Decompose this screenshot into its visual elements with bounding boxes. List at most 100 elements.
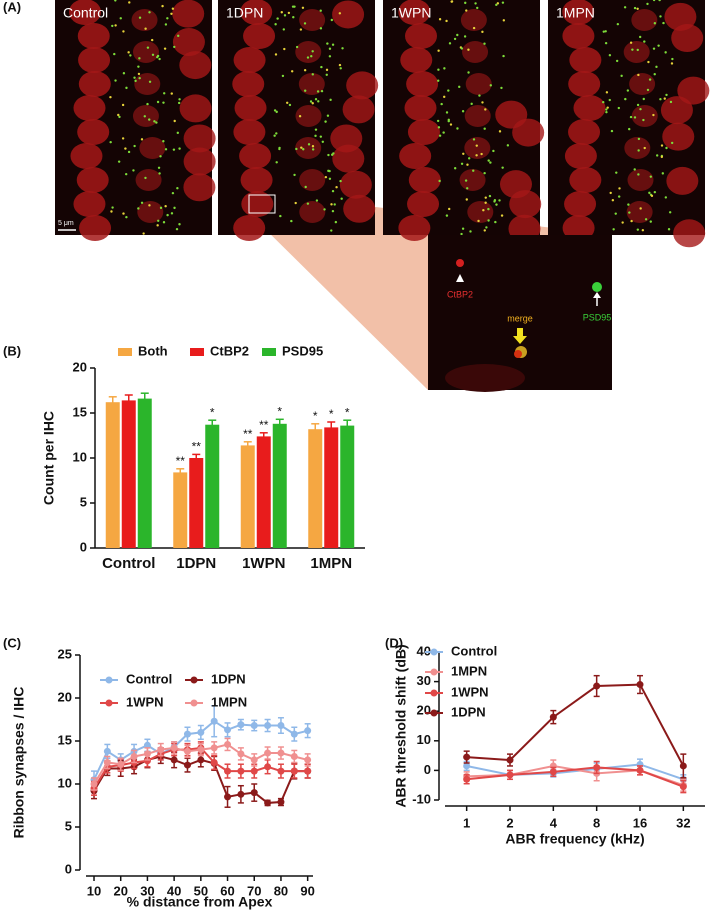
puncta	[279, 214, 282, 218]
puncta	[615, 171, 618, 174]
puncta	[458, 85, 461, 89]
puncta	[333, 203, 336, 206]
puncta	[659, 15, 662, 18]
puncta	[485, 226, 488, 229]
puncta	[469, 230, 472, 233]
x-tick-label: 10	[87, 883, 101, 898]
puncta	[650, 194, 654, 198]
data-point	[593, 682, 601, 690]
puncta	[652, 113, 655, 117]
puncta	[665, 146, 668, 150]
puncta	[495, 203, 498, 206]
x-tick-label: 1	[463, 815, 470, 830]
puncta	[166, 17, 169, 20]
puncta	[447, 119, 450, 123]
nucleus	[660, 96, 693, 125]
nucleus	[562, 0, 595, 25]
puncta	[304, 185, 307, 189]
nucleus	[677, 76, 710, 105]
data-point	[636, 681, 644, 689]
puncta	[637, 73, 640, 77]
x-tick-label: 1WPN	[242, 555, 285, 572]
puncta	[483, 127, 486, 130]
puncta	[501, 166, 504, 169]
nucleus	[564, 191, 597, 217]
nucleus	[627, 169, 654, 191]
puncta	[114, 24, 117, 27]
puncta	[631, 48, 634, 51]
puncta	[487, 159, 490, 162]
panel-label: (C)	[3, 635, 21, 650]
data-point	[463, 753, 471, 761]
puncta	[287, 11, 291, 15]
puncta	[609, 191, 612, 195]
puncta	[436, 119, 440, 123]
puncta	[475, 144, 478, 147]
puncta	[127, 150, 131, 154]
puncta	[119, 17, 122, 20]
puncta	[311, 73, 314, 76]
nucleus	[407, 119, 440, 145]
puncta	[494, 220, 497, 224]
bar	[173, 472, 188, 548]
data-point	[277, 722, 285, 730]
zoom-box	[248, 194, 276, 214]
puncta	[445, 19, 448, 23]
puncta	[660, 155, 664, 159]
puncta	[306, 202, 310, 205]
nucleus	[398, 215, 431, 241]
puncta	[151, 53, 155, 57]
puncta	[633, 6, 637, 10]
puncta	[326, 114, 330, 117]
nucleus	[233, 215, 266, 241]
data-point	[224, 767, 232, 775]
puncta	[339, 179, 342, 183]
puncta	[315, 199, 319, 202]
bar	[121, 400, 136, 548]
puncta	[641, 229, 645, 232]
puncta	[137, 207, 140, 210]
data-point	[143, 741, 151, 749]
nucleus	[568, 119, 601, 145]
nucleus	[666, 166, 699, 195]
nucleus	[408, 167, 441, 193]
nucleus	[172, 28, 205, 57]
data-point	[264, 763, 272, 771]
puncta	[460, 232, 463, 236]
legend-swatch	[190, 348, 204, 356]
puncta	[445, 214, 449, 217]
puncta	[646, 88, 650, 92]
puncta	[314, 134, 317, 138]
nucleus	[73, 191, 106, 217]
puncta	[332, 152, 335, 155]
nucleus	[673, 219, 706, 248]
puncta	[628, 127, 631, 131]
y-tick-label: 0	[80, 539, 87, 554]
nucleus	[404, 95, 437, 121]
data-point	[224, 740, 232, 748]
puncta	[664, 51, 667, 54]
legend-marker	[190, 676, 198, 684]
puncta	[125, 215, 128, 219]
nucleus	[465, 73, 492, 95]
nucleus	[464, 137, 491, 159]
nucleus	[346, 71, 379, 100]
data-point	[636, 766, 644, 774]
puncta	[311, 148, 315, 151]
legend-label: 1DPN	[211, 671, 246, 686]
nucleus	[240, 0, 273, 25]
data-point	[183, 761, 191, 769]
puncta	[170, 12, 173, 15]
data-point	[237, 767, 245, 775]
panel-label: (D)	[385, 635, 403, 650]
puncta	[653, 190, 657, 194]
legend-marker	[105, 676, 113, 684]
data-point	[143, 757, 151, 765]
puncta	[465, 198, 468, 201]
puncta	[138, 76, 141, 80]
puncta	[658, 0, 661, 2]
x-tick-label: 4	[550, 815, 558, 830]
puncta	[438, 134, 442, 137]
puncta	[138, 16, 142, 19]
